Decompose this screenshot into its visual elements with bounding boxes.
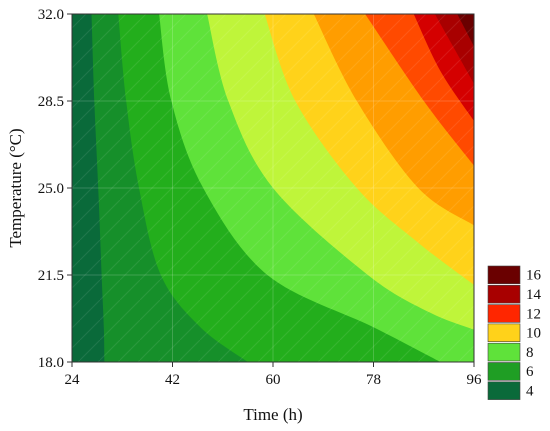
plot-area: [71, 13, 475, 363]
x-tick-label: 96: [467, 372, 483, 388]
gridlines: [72, 14, 474, 362]
legend-label: 8: [526, 345, 534, 361]
legend-swatch: [487, 342, 521, 362]
legend-swatch: [487, 284, 521, 304]
y-tick-label: 28.5: [38, 94, 64, 110]
y-tick-label: 21.5: [38, 268, 64, 284]
legend-swatch: [487, 381, 521, 400]
x-tick-label: 60: [266, 372, 281, 388]
legend-swatch: [487, 265, 521, 285]
legend-swatch: [487, 304, 521, 323]
y-tick-label: 32.0: [38, 7, 64, 23]
x-axis: 24 42 60 78 96: [65, 362, 483, 388]
legend: 16 14 12 10 8 6 4: [487, 265, 542, 400]
legend-label: 4: [526, 383, 534, 399]
legend-swatch: [487, 323, 521, 342]
contour-bands: [72, 14, 474, 362]
y-tick-label: 25.0: [38, 181, 64, 197]
y-axis-title: Temperature (°C): [6, 128, 25, 247]
legend-label: 12: [526, 306, 541, 322]
legend-swatch: [487, 362, 521, 381]
legend-label: 14: [526, 287, 542, 303]
hatch-overlay: [72, 14, 474, 362]
legend-label: 16: [526, 268, 542, 284]
y-tick-label: 18.0: [38, 355, 64, 371]
x-tick-label: 42: [165, 372, 180, 388]
legend-label: 6: [526, 364, 534, 380]
x-tick-label: 24: [65, 372, 81, 388]
legend-label: 10: [526, 326, 541, 342]
y-axis: 18.0 21.5 25.0 28.5 32.0: [38, 7, 72, 371]
x-axis-title: Time (h): [243, 405, 302, 424]
x-tick-label: 78: [366, 372, 381, 388]
